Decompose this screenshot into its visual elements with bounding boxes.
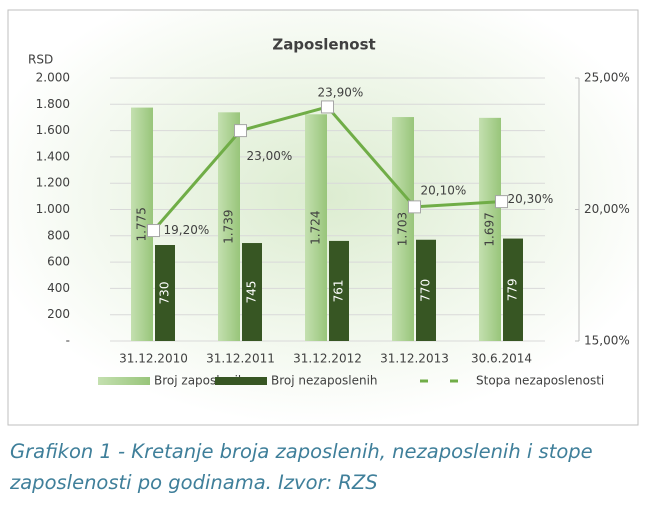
- data-label: 730: [158, 282, 172, 305]
- data-label: 23,90%: [318, 85, 364, 99]
- y-tick-label: 1.000: [36, 202, 70, 216]
- y2-tick-label: 20,00%: [584, 202, 630, 216]
- y2-tick-label: 15,00%: [584, 334, 630, 348]
- x-tick-label: 30.6.2014: [471, 352, 532, 366]
- data-label: 19,20%: [164, 223, 210, 237]
- legend-label: Broj nezaposlenih: [271, 374, 378, 388]
- bar: [305, 114, 327, 341]
- x-tick-label: 31.12.2010: [119, 352, 188, 366]
- bar: [503, 238, 523, 341]
- y-tick-label: 200: [47, 307, 70, 321]
- line-marker: [234, 124, 247, 138]
- bar: [155, 245, 175, 341]
- y-tick-label: 400: [47, 281, 70, 295]
- caption: Grafikon 1 - Kretanje broja zaposlenih, …: [10, 440, 593, 494]
- y-axis-label: RSD: [28, 53, 53, 67]
- data-label: 1.739: [222, 209, 236, 243]
- chart-title: Zaposlenost: [272, 36, 375, 54]
- bar: [329, 240, 349, 341]
- legend-swatch: [98, 377, 150, 385]
- y-tick-label: 1.800: [36, 97, 70, 111]
- y-tick-label: -: [66, 334, 70, 348]
- data-label: 1.697: [483, 212, 497, 246]
- line-marker: [495, 195, 508, 209]
- y2-tick-label: 25,00%: [584, 71, 630, 85]
- bar: [131, 107, 153, 342]
- data-label: 745: [245, 281, 259, 304]
- data-label: 779: [506, 278, 520, 301]
- y-tick-label: 2.000: [36, 71, 70, 85]
- data-label: 1.703: [396, 212, 410, 246]
- y-tick-label: 800: [47, 228, 70, 242]
- x-tick-label: 31.12.2011: [206, 352, 275, 366]
- bar: [218, 112, 240, 341]
- bar: [242, 243, 262, 341]
- x-tick-label: 31.12.2013: [380, 352, 449, 366]
- bar: [392, 117, 414, 341]
- x-tick-label: 31.12.2012: [293, 352, 362, 366]
- bar: [479, 117, 501, 341]
- bar: [416, 239, 436, 341]
- line-marker: [408, 200, 421, 214]
- line-marker: [321, 100, 334, 114]
- data-label: 1.724: [309, 210, 323, 244]
- chart: Zaposlenost RSD - 200 400 600 800 1.000 1.200 1…: [7, 9, 639, 426]
- legend-label: Stopa nezaposlenosti: [476, 374, 604, 388]
- line-marker: [147, 224, 160, 238]
- y-tick-label: 1.200: [36, 176, 70, 190]
- y-tick-label: 1.600: [36, 123, 70, 137]
- data-label: 20,30%: [508, 192, 554, 206]
- data-label: 770: [419, 279, 433, 302]
- data-label: 23,00%: [247, 149, 293, 163]
- data-label: 20,10%: [421, 183, 467, 197]
- data-label: 1.775: [135, 207, 149, 241]
- y-tick-label: 600: [47, 255, 70, 269]
- data-label: 761: [332, 280, 346, 303]
- legend-swatch: [215, 377, 267, 385]
- y-tick-label: 1.400: [36, 149, 70, 163]
